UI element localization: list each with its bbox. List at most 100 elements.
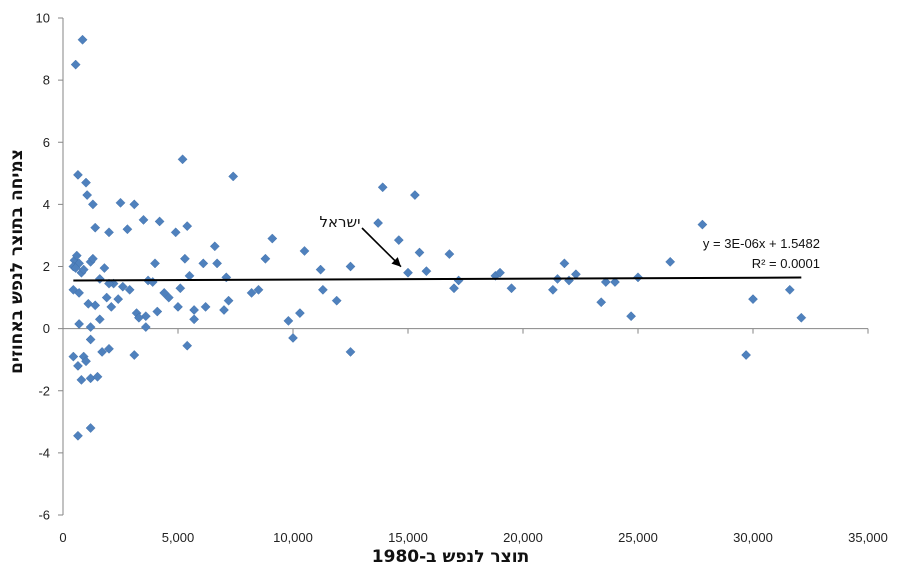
data-point [784, 284, 795, 295]
trendline-group [73, 276, 802, 282]
data-point [246, 288, 257, 298]
y-tick-label: -4 [38, 445, 50, 460]
data-point [182, 221, 193, 232]
y-tick-label: 6 [43, 135, 50, 150]
data-point [393, 235, 404, 245]
x-tick-label: 25,000 [618, 530, 658, 545]
data-point [106, 301, 117, 312]
data-point [77, 34, 88, 45]
data-point [596, 297, 607, 308]
data-point [85, 423, 96, 433]
x-axis-title: תוצר לנפש ב-1980 [372, 547, 529, 567]
data-point [295, 308, 305, 318]
data-point [90, 222, 101, 233]
data-point [173, 301, 183, 312]
data-point [453, 275, 464, 286]
data-point [331, 295, 342, 306]
data-point [253, 284, 264, 295]
data-point [548, 284, 558, 295]
data-point [200, 301, 211, 312]
data-point [88, 199, 98, 210]
data-point [134, 312, 144, 323]
data-point [104, 343, 114, 354]
data-point [495, 267, 505, 278]
data-point [209, 241, 220, 252]
x-tick-label: 35,000 [848, 530, 888, 545]
data-point [68, 284, 79, 295]
data-point [212, 258, 222, 269]
data-point [288, 333, 298, 343]
data-point [68, 351, 79, 362]
x-tick-labels: 0 5,000 10,000 15,000 20,000 25,000 30,000 35,0… [59, 530, 888, 545]
data-point [228, 171, 239, 182]
data-point [600, 277, 611, 287]
y-tick-label: -2 [38, 383, 50, 398]
data-point [403, 267, 413, 278]
data-point [449, 283, 459, 294]
data-point [182, 340, 193, 351]
data-point [159, 288, 170, 298]
data-point [81, 356, 91, 367]
data-point [198, 258, 209, 269]
y-tick-label: 4 [43, 197, 50, 212]
data-point [175, 283, 186, 294]
data-point [189, 305, 199, 315]
data-point [70, 263, 81, 273]
y-tick-label: 10 [36, 11, 50, 26]
x-tick-label: 5,000 [162, 530, 195, 545]
data-points [68, 34, 807, 441]
data-point [152, 306, 163, 317]
data-point [626, 311, 636, 322]
data-point [219, 305, 229, 315]
data-point [71, 250, 82, 261]
data-point [140, 311, 151, 322]
data-point [94, 314, 105, 325]
data-point [70, 59, 81, 70]
data-point [104, 227, 114, 238]
trendline-equation: y = 3E-06x + 1.5482 [703, 236, 820, 251]
annotation-arrow [361, 227, 402, 268]
data-point [129, 199, 140, 210]
data-point [345, 261, 356, 272]
data-point [444, 249, 455, 259]
x-tick-label: 0 [59, 530, 66, 545]
data-point [92, 371, 103, 382]
data-point [115, 197, 126, 208]
data-point [414, 247, 425, 258]
trendline [73, 276, 802, 282]
x-tick-label: 30,000 [733, 530, 773, 545]
data-point [410, 190, 420, 200]
data-point [122, 224, 133, 235]
data-point [73, 361, 83, 371]
data-point [76, 374, 87, 385]
y-tick-label: -6 [38, 508, 50, 523]
data-point [94, 274, 105, 284]
data-point [138, 215, 149, 225]
data-point [221, 272, 232, 283]
data-point [154, 216, 165, 227]
data-point [610, 277, 620, 287]
data-point [73, 430, 83, 441]
data-point [564, 275, 574, 286]
data-point [315, 264, 326, 275]
data-point [506, 283, 517, 294]
axes [58, 17, 869, 516]
x-tick-label: 15,000 [388, 530, 428, 545]
data-point [223, 295, 234, 306]
data-point [85, 373, 96, 384]
data-point [177, 154, 188, 165]
data-point [299, 246, 310, 256]
data-point [260, 253, 271, 264]
data-point [82, 190, 93, 200]
data-point [283, 315, 294, 326]
data-point [88, 253, 98, 264]
annotation-arrowhead [391, 257, 401, 267]
data-point [73, 169, 83, 180]
y-axis-title: צמיחה בתוצר לנפש באחוזים [7, 149, 27, 374]
data-point [117, 281, 128, 292]
annotation-label: ישראל [319, 213, 360, 231]
data-point [90, 300, 101, 311]
data-point [113, 294, 124, 304]
data-point [559, 258, 570, 269]
